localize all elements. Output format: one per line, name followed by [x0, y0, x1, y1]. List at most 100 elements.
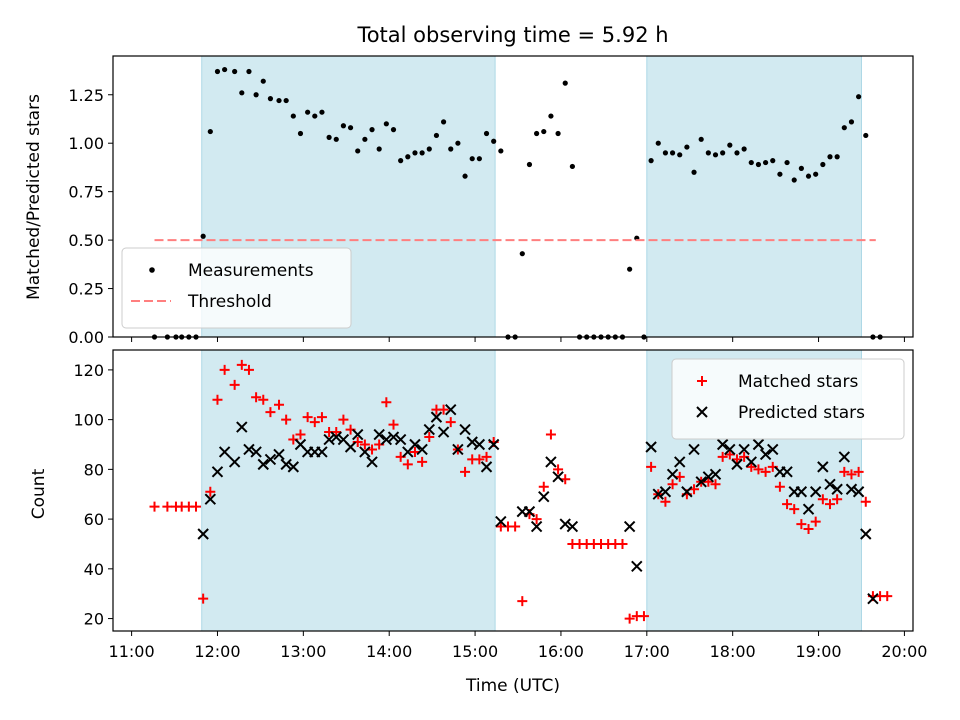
measurements-point: [383, 121, 389, 127]
measurements-point: [841, 125, 847, 131]
measurements-point: [662, 150, 669, 156]
predicted-stars-point: [709, 468, 722, 481]
matched-stars-point: [402, 459, 413, 470]
predicted-stars-point: [688, 443, 700, 456]
measurements-point: [405, 154, 411, 160]
shaded-interval-2: [646, 55, 862, 338]
predicted-stars-point: [752, 438, 765, 451]
predicted-stars-point: [236, 421, 248, 433]
matched-stars-point: [517, 596, 528, 607]
measurements-point: [748, 159, 754, 166]
axes-frame: [112, 349, 914, 632]
matched-stars-point: [510, 521, 521, 532]
measurements-point: [741, 146, 747, 152]
legend-box: [121, 247, 352, 329]
legend-label-matched-stars: Matched stars: [738, 372, 858, 392]
predicted-stars-point: [495, 515, 507, 528]
predicted-stars-point: [211, 466, 224, 478]
predicted-stars-point: [802, 503, 815, 515]
matched-stars-point: [424, 432, 435, 443]
measurements-point: [813, 171, 819, 177]
measurements-point: [834, 154, 840, 160]
measurements-point: [283, 97, 289, 104]
predicted-stars-point: [416, 443, 428, 456]
matched-stars-point: [846, 469, 857, 480]
x-axis-label: Time (UTC): [465, 676, 560, 696]
predicted-stars-point: [264, 453, 277, 466]
measurements-point: [200, 233, 206, 239]
predicted-stars-point: [359, 446, 371, 458]
matched-stars-point: [717, 451, 728, 462]
measurements-point: [491, 138, 497, 144]
measurements-point: [319, 109, 325, 115]
y-tick-label: 120: [73, 361, 104, 380]
matched-stars-point: [388, 419, 399, 430]
predicted-stars-point: [487, 438, 500, 451]
matched-stars-point: [860, 496, 871, 507]
predicted-stars-point: [623, 520, 636, 533]
top-y-axis-label: Matched/Predicted stars: [24, 94, 44, 300]
matched-stars-point: [438, 404, 449, 415]
predicted-stars-point: [645, 441, 657, 453]
legend-box: [671, 358, 905, 440]
predicted-stars-point: [767, 443, 779, 456]
matched-stars-point: [817, 494, 828, 505]
measurements-point: [333, 136, 339, 142]
y-tick-label: 0.25: [68, 280, 104, 299]
predicted-stars-point: [437, 426, 450, 438]
predicted-stars-point: [838, 451, 851, 463]
measurements-point: [433, 132, 440, 139]
matched-stars-point: [824, 499, 835, 510]
matched-stars-point: [760, 466, 771, 477]
measurements-point: [260, 78, 266, 84]
predicted-stars-point: [845, 483, 858, 495]
measurements-point: [222, 66, 228, 73]
predicted-stars-point: [330, 431, 342, 443]
measurements-point: [734, 150, 740, 156]
measurements-point: [798, 165, 804, 171]
measurements-point: [555, 130, 561, 137]
measurements-point: [232, 68, 238, 75]
predicted-stars-point: [738, 443, 750, 456]
measurements-point: [648, 158, 654, 164]
predicted-stars-point: [316, 446, 328, 458]
matched-stars-point: [191, 501, 202, 512]
matched-stars-point: [265, 407, 276, 418]
y-tick-label: 80: [84, 460, 104, 479]
matched-stars-point: [460, 466, 471, 477]
axes-frame: [112, 55, 914, 338]
x-tick-label: 13:00: [280, 642, 326, 661]
measurements-point: [705, 150, 711, 156]
measurements-point: [669, 150, 676, 156]
matched-stars-point: [243, 364, 254, 375]
measurements-point: [267, 96, 274, 102]
measurements-point: [805, 173, 812, 179]
predicted-stars-point: [218, 446, 231, 458]
measurements-point: [762, 159, 769, 166]
measurements-point: [691, 169, 697, 175]
legend-swatch-measurements: [149, 267, 155, 273]
legend-label-threshold: Threshold: [187, 292, 272, 312]
measurements-point: [784, 159, 790, 166]
measurements-point: [627, 266, 633, 272]
measurements-point: [214, 68, 221, 75]
predicted-stars-point: [795, 486, 808, 498]
predicted-stars-point: [409, 438, 421, 451]
y-tick-label: 0.00: [68, 328, 104, 347]
matched-stars-point: [295, 429, 306, 440]
matched-stars-point: [853, 466, 864, 477]
bottom-panel: 20 40 60 80 100 120 11:00 12:00 13:00 14:00 15:00 1…: [73, 349, 927, 661]
measurements-point: [253, 92, 259, 98]
measurements-point: [305, 109, 311, 115]
predicted-stars-point: [545, 456, 557, 468]
y-tick-label: 0.50: [68, 231, 104, 250]
measurements-point: [355, 148, 361, 154]
x-tick-label: 20:00: [881, 642, 927, 661]
measurements-point: [863, 132, 869, 139]
measurements-point: [207, 128, 213, 135]
matched-stars-point: [782, 499, 793, 510]
measurements-point: [827, 154, 833, 160]
predicted-stars-point: [445, 403, 457, 416]
matched-stars-point: [724, 449, 735, 460]
measurements-point: [398, 158, 404, 164]
